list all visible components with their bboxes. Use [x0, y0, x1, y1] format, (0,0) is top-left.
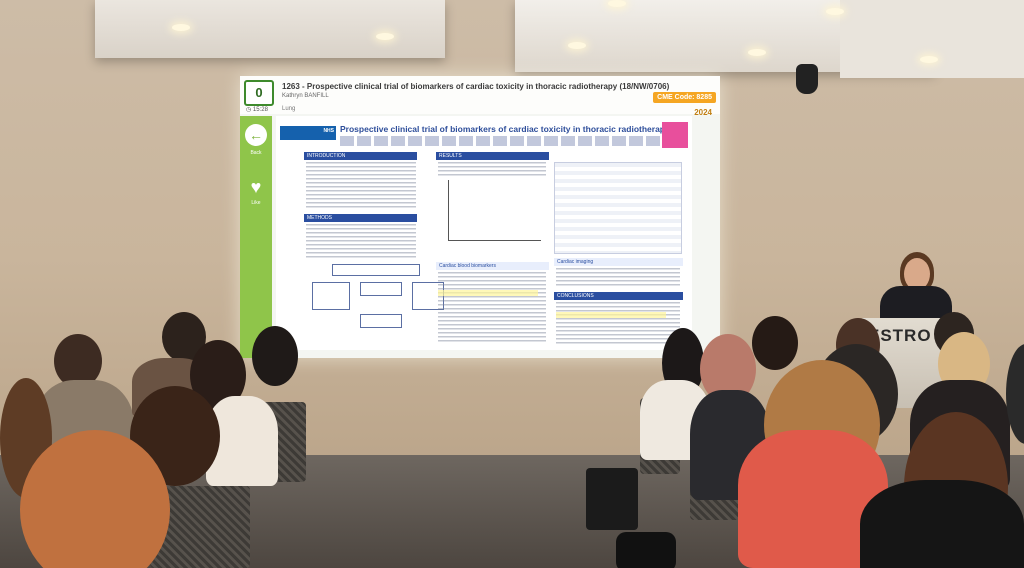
speaker-head: [904, 258, 930, 290]
topic-label: Lung: [282, 106, 296, 112]
counter-badge: 0: [244, 80, 274, 106]
imaging-text: [556, 268, 680, 288]
introduction-text: [306, 162, 416, 210]
section-cardiac-imaging: Cardiac imaging: [554, 258, 683, 266]
like-label: Like: [251, 200, 261, 206]
conclusions-text: [556, 302, 680, 344]
poster-authors: [340, 136, 680, 146]
ceiling-light: [826, 8, 844, 15]
year-label: 2024: [694, 108, 712, 117]
audience-member: [252, 326, 298, 386]
ceiling-light: [172, 24, 190, 31]
section-cardiac-biomarkers: Cardiac blood biomarkers: [436, 262, 549, 270]
section-results: RESULTS: [436, 152, 549, 160]
podium-label: ESTRO: [868, 326, 932, 345]
ceiling-light: [568, 42, 586, 49]
handbag: [616, 532, 676, 568]
audience-member: [1006, 344, 1024, 444]
flowchart-box: [332, 264, 420, 276]
ceiling-light: [376, 33, 394, 40]
flowchart-box: [360, 314, 402, 328]
audience-member: [54, 334, 102, 388]
flowchart-box: [360, 282, 402, 296]
audience-member: [20, 430, 170, 568]
characteristics-table: [554, 162, 682, 254]
security-camera: [796, 64, 818, 94]
highlight: [438, 290, 538, 296]
back-arrow-icon[interactable]: ←: [245, 124, 267, 146]
flowchart-box: [312, 282, 350, 310]
audience-member: [860, 480, 1024, 568]
ceiling-light: [748, 49, 766, 56]
results-plot: [448, 180, 541, 241]
author-name: Kathryn BANFILL: [282, 93, 329, 99]
nhs-logo: NHS: [280, 126, 336, 140]
projection-screen: 0 ◷ 15:28 1263 - Prospective clinical tr…: [240, 76, 720, 358]
heart-icon[interactable]: ♥: [250, 177, 262, 197]
results-text: [438, 162, 546, 176]
backpack: [586, 468, 638, 530]
time-value: 15:28: [252, 107, 268, 113]
highlight: [556, 312, 666, 318]
time-label: ◷ 15:28: [246, 107, 268, 113]
section-conclusions: CONCLUSIONS: [554, 292, 683, 300]
ceiling-light: [920, 56, 938, 63]
ceiling-light: [608, 0, 626, 7]
cme-code: CME Code: 8285: [653, 92, 716, 103]
section-methods: METHODS: [304, 214, 417, 222]
ceiling-panel-left: [95, 0, 445, 58]
flowchart-box: [412, 282, 444, 310]
biomarkers-text: [438, 272, 546, 342]
estro-logo: [662, 122, 688, 148]
ceiling-panel-far: [840, 0, 1024, 78]
back-label: Back: [250, 150, 262, 156]
section-introduction: INTRODUCTION: [304, 152, 417, 160]
screen-header: 0 ◷ 15:28 1263 - Prospective clinical tr…: [240, 76, 720, 117]
screen-sidebar: ← Back ♥ Like: [240, 116, 272, 358]
scientific-poster: NHS Prospective clinical trial of biomar…: [276, 116, 692, 350]
poster-title: Prospective clinical trial of biomarkers…: [340, 124, 670, 134]
abstract-title: 1263 - Prospective clinical trial of bio…: [282, 82, 670, 91]
audience-member: [752, 316, 798, 370]
methods-text: [306, 224, 416, 260]
